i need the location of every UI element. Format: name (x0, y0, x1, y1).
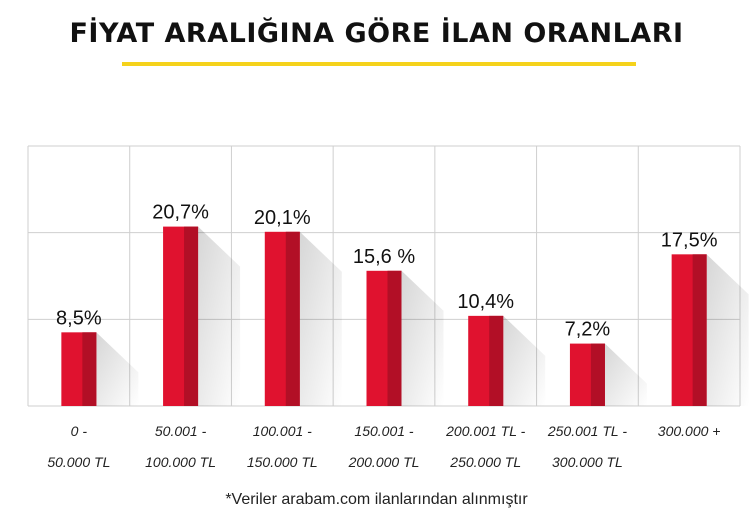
bar-shadow (706, 254, 749, 406)
x-tick-label: 250.000 TL (449, 454, 521, 470)
bar-chart: 8,5% 0 - 50.000 TL 20,7% 50.001 - 100.000 TL 2… (27, 145, 749, 470)
bar-shadow (96, 332, 139, 406)
data-label: 7,2% (565, 319, 611, 341)
bar-side (692, 254, 707, 406)
footnote: *Veriler arabam.com ilanlarından alınmış… (225, 491, 528, 508)
x-tick-label: 50.001 - (155, 423, 207, 439)
x-tick-label: 200.000 TL (348, 454, 420, 470)
x-tick-label: 250.001 TL - (547, 423, 627, 439)
bar-side (82, 332, 97, 406)
data-label: 10,4% (457, 291, 514, 313)
chart-bars (61, 226, 749, 406)
x-tick-label: 150.000 TL (247, 454, 318, 470)
chart-labels: 8,5% 0 - 50.000 TL 20,7% 50.001 - 100.000 TL 2… (47, 202, 720, 470)
x-tick-label: 200.001 TL - (445, 423, 525, 439)
bar-side (387, 270, 402, 406)
bar-shadow (401, 270, 444, 406)
x-tick-label: 50.000 TL (47, 454, 110, 470)
data-label: 15,6 % (353, 246, 415, 268)
bar-side (489, 315, 504, 406)
data-label: 20,7% (152, 202, 209, 224)
title-underline (122, 62, 636, 66)
bar-side (184, 226, 199, 406)
data-label: 17,5% (661, 229, 718, 251)
chart-title: FİYAT ARALIĞINA GÖRE İLAN ORANLARI (69, 18, 684, 49)
bar-shadow (198, 226, 241, 406)
data-label: 8,5% (56, 307, 102, 329)
x-tick-label: 0 - (71, 423, 88, 439)
bar-side (285, 231, 300, 406)
x-tick-label: 300.000 + (658, 423, 721, 439)
data-label: 20,1% (254, 207, 311, 229)
bar-shadow (299, 231, 342, 406)
bar-shadow (503, 315, 546, 406)
bar-side (590, 343, 605, 406)
x-tick-label: 150.001 - (354, 423, 413, 439)
x-tick-label: 300.000 TL (552, 454, 623, 470)
x-tick-label: 100.000 TL (145, 454, 216, 470)
bar-shadow (604, 343, 647, 406)
x-tick-label: 100.001 - (253, 423, 312, 439)
